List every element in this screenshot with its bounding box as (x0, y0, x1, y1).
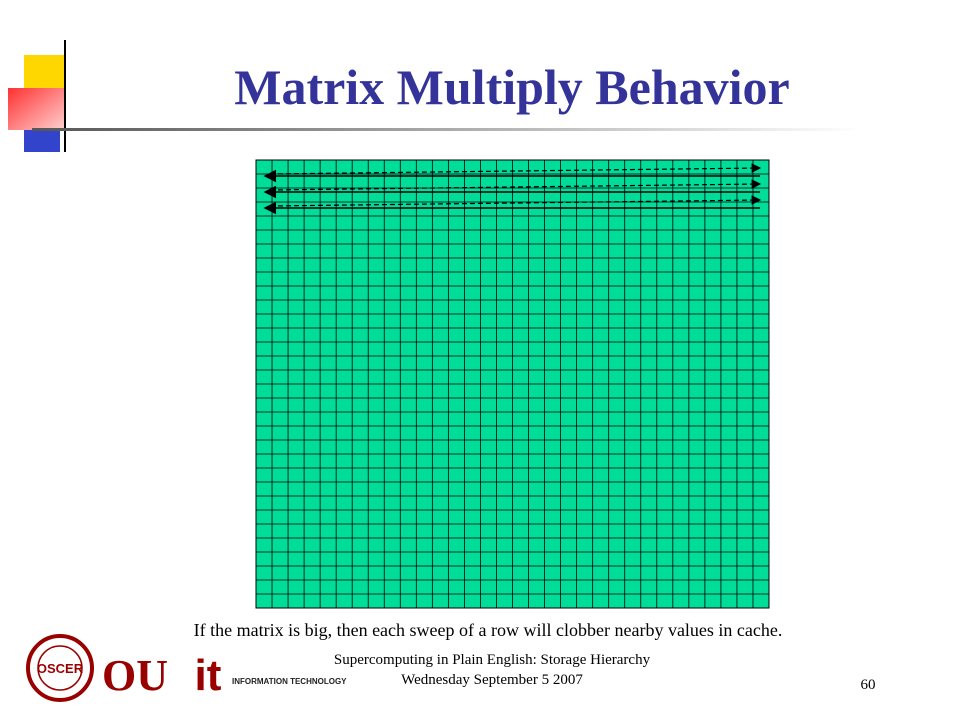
footer-line: Supercomputing in Plain English: Storage… (334, 652, 651, 668)
it-logo-text: INFORMATION TECHNOLOGY (232, 677, 347, 686)
arrow (269, 195, 762, 207)
arrow (269, 163, 762, 175)
sweep-arrows (263, 163, 762, 215)
slide-title: Matrix Multiply Behavior (234, 59, 790, 115)
footer-line: Wednesday September 5 2007 (401, 672, 583, 688)
ou-logo: OU (102, 651, 168, 700)
page-number: 60 (861, 677, 876, 693)
arrow (269, 179, 762, 191)
decoration (8, 40, 862, 152)
matrix-grid (255, 159, 770, 609)
oscer-logo: OSCER (37, 661, 84, 676)
caption: If the matrix is big, then each sweep of… (194, 620, 783, 640)
logos: OSCER OU it INFORMATION TECHNOLOGY (26, 634, 347, 702)
it-logo: it (195, 651, 222, 700)
